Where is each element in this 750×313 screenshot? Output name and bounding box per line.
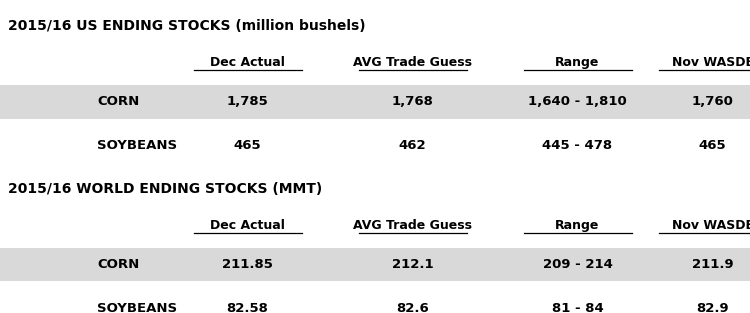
- Text: 1,640 - 1,810: 1,640 - 1,810: [528, 95, 627, 109]
- Text: SOYBEANS: SOYBEANS: [98, 302, 178, 313]
- Text: 211.85: 211.85: [222, 258, 273, 271]
- Bar: [0, 85, 750, 119]
- Text: 1,760: 1,760: [692, 95, 734, 109]
- Text: Dec Actual: Dec Actual: [210, 56, 285, 69]
- Text: 465: 465: [699, 139, 726, 152]
- Text: 445 - 478: 445 - 478: [542, 139, 613, 152]
- Text: 1,768: 1,768: [392, 95, 433, 109]
- Text: 462: 462: [399, 139, 426, 152]
- Text: Nov WASDE: Nov WASDE: [671, 219, 750, 232]
- Text: Range: Range: [555, 219, 600, 232]
- Text: 212.1: 212.1: [392, 258, 433, 271]
- Text: CORN: CORN: [98, 95, 140, 109]
- Text: 2015/16 WORLD ENDING STOCKS (MMT): 2015/16 WORLD ENDING STOCKS (MMT): [8, 182, 322, 196]
- Text: CORN: CORN: [98, 258, 140, 271]
- Text: 82.6: 82.6: [396, 302, 429, 313]
- Text: 211.9: 211.9: [692, 258, 734, 271]
- Text: 1,785: 1,785: [226, 95, 268, 109]
- Text: AVG Trade Guess: AVG Trade Guess: [353, 219, 472, 232]
- Text: AVG Trade Guess: AVG Trade Guess: [353, 56, 472, 69]
- Text: Range: Range: [555, 56, 600, 69]
- Text: 82.9: 82.9: [696, 302, 729, 313]
- Text: 81 - 84: 81 - 84: [551, 302, 603, 313]
- Text: Nov WASDE: Nov WASDE: [671, 56, 750, 69]
- Text: Dec Actual: Dec Actual: [210, 219, 285, 232]
- Text: SOYBEANS: SOYBEANS: [98, 139, 178, 152]
- Text: 82.58: 82.58: [226, 302, 268, 313]
- Bar: [0, 248, 750, 281]
- Text: 465: 465: [234, 139, 261, 152]
- Text: 209 - 214: 209 - 214: [542, 258, 613, 271]
- Text: 2015/16 US ENDING STOCKS (million bushels): 2015/16 US ENDING STOCKS (million bushel…: [8, 19, 365, 33]
